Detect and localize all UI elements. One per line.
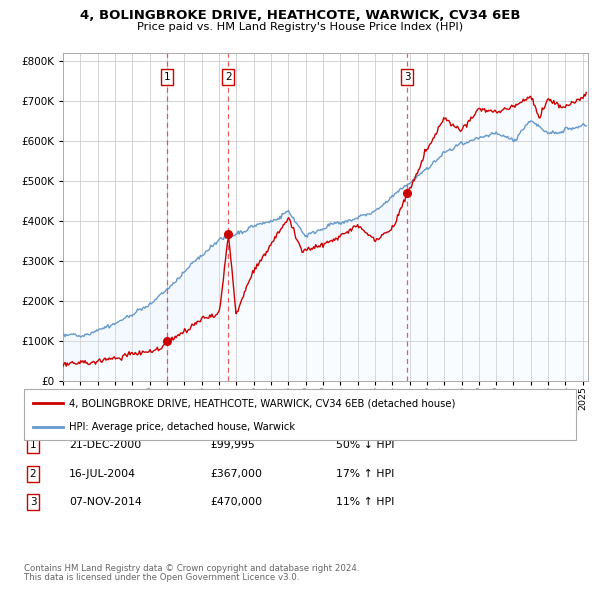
Text: 1: 1	[29, 441, 37, 450]
Text: 2: 2	[225, 72, 232, 82]
Text: Contains HM Land Registry data © Crown copyright and database right 2024.: Contains HM Land Registry data © Crown c…	[24, 565, 359, 573]
Text: 50% ↓ HPI: 50% ↓ HPI	[336, 441, 395, 450]
Text: 4, BOLINGBROKE DRIVE, HEATHCOTE, WARWICK, CV34 6EB: 4, BOLINGBROKE DRIVE, HEATHCOTE, WARWICK…	[80, 9, 520, 22]
Text: 2: 2	[29, 469, 37, 478]
Text: 4, BOLINGBROKE DRIVE, HEATHCOTE, WARWICK, CV34 6EB (detached house): 4, BOLINGBROKE DRIVE, HEATHCOTE, WARWICK…	[69, 398, 455, 408]
Text: Price paid vs. HM Land Registry's House Price Index (HPI): Price paid vs. HM Land Registry's House …	[137, 22, 463, 32]
Text: 11% ↑ HPI: 11% ↑ HPI	[336, 497, 394, 507]
Text: £99,995: £99,995	[210, 441, 255, 450]
Text: 16-JUL-2004: 16-JUL-2004	[69, 469, 136, 478]
Text: 07-NOV-2014: 07-NOV-2014	[69, 497, 142, 507]
Text: 3: 3	[29, 497, 37, 507]
Text: 17% ↑ HPI: 17% ↑ HPI	[336, 469, 394, 478]
Text: £367,000: £367,000	[210, 469, 262, 478]
Text: 1: 1	[164, 72, 170, 82]
Text: HPI: Average price, detached house, Warwick: HPI: Average price, detached house, Warw…	[69, 422, 295, 432]
Text: £470,000: £470,000	[210, 497, 262, 507]
Text: This data is licensed under the Open Government Licence v3.0.: This data is licensed under the Open Gov…	[24, 573, 299, 582]
Text: 21-DEC-2000: 21-DEC-2000	[69, 441, 141, 450]
Text: 3: 3	[404, 72, 410, 82]
